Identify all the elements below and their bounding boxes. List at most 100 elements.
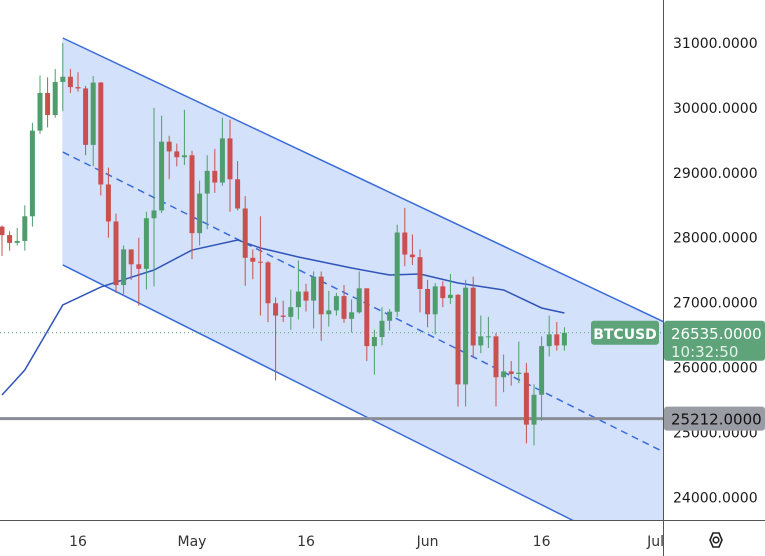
candle-body bbox=[280, 315, 286, 317]
candle-body bbox=[531, 394, 537, 425]
candle bbox=[273, 297, 279, 381]
candle bbox=[174, 143, 180, 167]
candle bbox=[455, 294, 461, 407]
candle-body bbox=[371, 336, 377, 347]
candle-body bbox=[440, 286, 446, 299]
candle-body bbox=[554, 334, 560, 346]
candle bbox=[52, 68, 58, 118]
candle-body bbox=[379, 320, 385, 337]
countdown-label: 10:32:50 bbox=[671, 343, 738, 361]
level-price-label-bg bbox=[664, 406, 765, 431]
candle bbox=[326, 290, 332, 327]
time-tick-label: May bbox=[178, 534, 207, 550]
candle bbox=[531, 384, 537, 446]
candle bbox=[204, 155, 210, 230]
candle bbox=[318, 271, 324, 341]
moving-average-line bbox=[1, 239, 565, 396]
candle bbox=[394, 224, 400, 317]
candle bbox=[265, 261, 271, 323]
candle-body bbox=[212, 170, 218, 183]
candle-body bbox=[227, 138, 233, 180]
last-price-label: 26535.0000 bbox=[671, 325, 762, 343]
candle-body bbox=[326, 310, 332, 315]
candle-body bbox=[128, 249, 134, 265]
price-tick-label: 26000.0000 bbox=[673, 361, 758, 377]
candle bbox=[478, 315, 484, 354]
candle bbox=[75, 72, 81, 92]
time-tick-label: 16 bbox=[533, 534, 551, 550]
channel-fill bbox=[62, 38, 663, 520]
candle-body bbox=[432, 286, 438, 315]
candle bbox=[432, 283, 438, 335]
candle bbox=[561, 327, 567, 351]
candle bbox=[516, 341, 522, 384]
candle bbox=[539, 336, 545, 421]
price-tick-label: 28000.0000 bbox=[673, 231, 758, 247]
candle bbox=[0, 225, 5, 256]
candle-body bbox=[295, 291, 301, 308]
candle-body bbox=[501, 371, 507, 378]
candle bbox=[219, 117, 225, 186]
settings-button[interactable] bbox=[703, 528, 729, 552]
candle bbox=[242, 196, 248, 286]
candle bbox=[113, 213, 119, 293]
candle-body bbox=[136, 264, 142, 269]
candle bbox=[417, 249, 423, 313]
candle-body bbox=[29, 130, 35, 217]
candle bbox=[470, 276, 476, 358]
candle bbox=[60, 43, 66, 112]
candle bbox=[121, 245, 127, 295]
candle bbox=[29, 122, 35, 227]
candle-body bbox=[356, 288, 362, 313]
candle-body bbox=[197, 193, 203, 234]
candle bbox=[508, 361, 514, 386]
candle-body bbox=[364, 288, 370, 347]
candle bbox=[349, 299, 355, 333]
candle bbox=[493, 333, 499, 407]
candle bbox=[295, 260, 301, 320]
candle bbox=[341, 285, 347, 323]
candle bbox=[250, 249, 256, 280]
candle-body bbox=[166, 141, 172, 152]
candle bbox=[166, 135, 172, 180]
candle-body bbox=[402, 232, 408, 255]
candle-body bbox=[463, 287, 469, 385]
candle-body bbox=[425, 288, 431, 315]
candle bbox=[356, 271, 362, 314]
price-tick-label: 24000.0000 bbox=[673, 490, 758, 506]
candle-body bbox=[341, 296, 347, 319]
candle bbox=[67, 68, 73, 93]
candle-body bbox=[387, 311, 393, 321]
candle bbox=[425, 279, 431, 328]
candle-body bbox=[318, 276, 324, 315]
candle-body bbox=[151, 210, 157, 219]
candle-body bbox=[539, 346, 545, 395]
candle-body bbox=[22, 216, 28, 241]
candle bbox=[387, 309, 393, 331]
price-tick-label: 29000.0000 bbox=[673, 166, 758, 182]
time-tick-label: Jun bbox=[416, 534, 439, 550]
candle-body bbox=[303, 291, 309, 301]
candle bbox=[463, 279, 469, 407]
candle-body bbox=[250, 257, 256, 262]
time-tick-label: 16 bbox=[297, 534, 315, 550]
candle-body bbox=[447, 294, 453, 299]
channel-upper-line bbox=[62, 37, 663, 323]
candle-body bbox=[265, 262, 271, 304]
candle bbox=[288, 289, 294, 330]
candle-body bbox=[75, 87, 81, 89]
candle-body bbox=[409, 254, 415, 258]
candle-body bbox=[121, 249, 127, 286]
symbol-label: BTCUSD bbox=[593, 327, 657, 343]
gear-hexagon-icon bbox=[709, 532, 723, 548]
candle bbox=[105, 167, 111, 238]
level-price-label: 25212.0000 bbox=[671, 411, 762, 429]
candle-body bbox=[546, 334, 552, 347]
candle-body bbox=[45, 92, 51, 116]
candle bbox=[402, 207, 408, 267]
candle bbox=[212, 148, 218, 193]
price-tick-label: 30000.0000 bbox=[673, 101, 758, 117]
candle bbox=[440, 281, 446, 308]
